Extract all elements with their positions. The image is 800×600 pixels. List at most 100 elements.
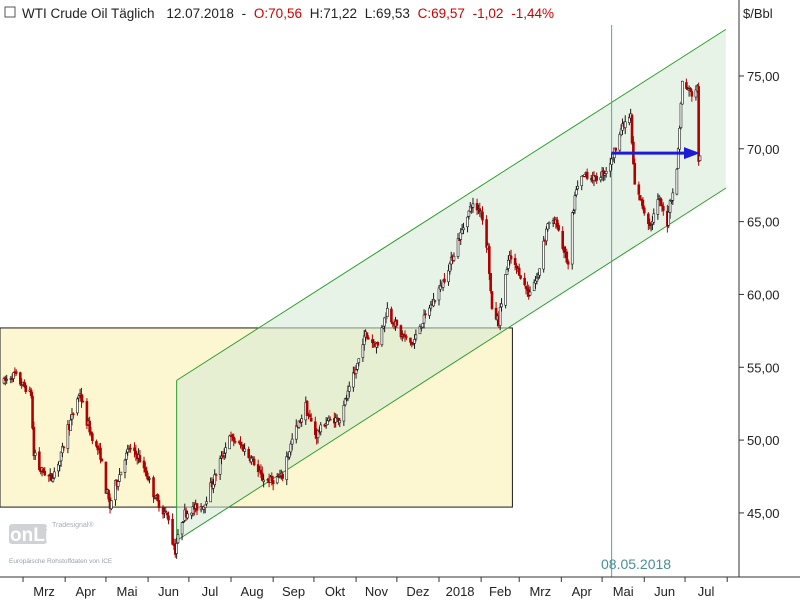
y-tick-label: 50,00: [747, 433, 780, 448]
candle-body: [390, 308, 393, 323]
candle-body: [380, 327, 384, 346]
x-tick-label: Mrz: [33, 584, 55, 599]
candle-body: [145, 470, 149, 477]
candle: [675, 167, 679, 196]
candle: [421, 323, 424, 328]
candle: [422, 309, 426, 329]
candle-body: [326, 420, 329, 425]
candle: [386, 302, 389, 318]
candle-body: [429, 304, 433, 309]
trend-channel-fill: [176, 29, 726, 541]
candle: [32, 421, 36, 460]
candle: [471, 197, 475, 213]
candles-layer: [2, 78, 702, 559]
x-tick-label: Sep: [282, 584, 305, 599]
y-tick-label: 55,00: [747, 360, 780, 375]
candle-body: [289, 443, 293, 453]
candle: [661, 202, 665, 216]
candle: [300, 414, 304, 427]
candle-body: [462, 227, 465, 231]
candle: [164, 507, 168, 513]
candle-body: [209, 482, 212, 503]
candle-body: [675, 168, 679, 195]
x-tick-label: Apr: [572, 584, 593, 599]
candle: [81, 395, 85, 404]
candle: [31, 392, 34, 430]
candle-body: [343, 398, 347, 406]
candle-body: [414, 334, 418, 340]
candle: [685, 78, 688, 90]
candle-body: [165, 512, 169, 516]
candle: [433, 300, 437, 304]
candle-body: [507, 259, 510, 269]
candle: [566, 259, 570, 270]
candle: [545, 226, 548, 246]
candle-body: [660, 204, 664, 207]
candle-body: [466, 216, 469, 228]
candle-body: [100, 458, 104, 462]
candle-body: [99, 447, 102, 460]
candle: [380, 324, 384, 347]
candle-body: [186, 513, 189, 519]
candle: [637, 181, 641, 201]
candle-body: [386, 308, 389, 317]
candle-body: [328, 419, 332, 421]
candle-body: [505, 269, 509, 275]
candle: [437, 285, 441, 306]
candle-body: [203, 504, 207, 509]
tradesignal-watermark: onLine Tradesignal® Europäische Rohstoff…: [9, 521, 113, 565]
candle: [490, 290, 494, 311]
candle-body: [535, 277, 539, 282]
candle-body: [118, 474, 121, 482]
candle: [203, 504, 207, 514]
candle-body: [681, 80, 684, 105]
candle-body: [697, 86, 700, 162]
candle: [638, 195, 642, 201]
candle-body: [542, 240, 545, 270]
candle-body: [214, 474, 218, 476]
candle: [228, 434, 231, 450]
candle-body: [195, 503, 199, 511]
candle: [271, 475, 275, 491]
candle: [390, 306, 393, 325]
candle-body: [557, 225, 560, 231]
candle: [467, 210, 471, 220]
candle-body: [573, 195, 577, 211]
candle: [152, 475, 155, 503]
candle: [690, 88, 694, 102]
candle-body: [38, 451, 41, 470]
candle: [176, 528, 180, 545]
candle-body: [69, 419, 72, 431]
candle-body: [447, 270, 450, 283]
candle-body: [278, 475, 282, 478]
x-tick-label: Okt: [325, 584, 346, 599]
candle-body: [365, 332, 369, 338]
candle-body: [633, 163, 637, 185]
candle: [459, 228, 463, 245]
candle-body: [70, 414, 74, 420]
candle-body: [294, 425, 298, 440]
candle-body: [384, 316, 388, 320]
candle-body: [5, 379, 9, 381]
candle: [679, 101, 683, 130]
candle: [429, 300, 433, 312]
candle: [309, 413, 313, 422]
collapse-box-icon[interactable]: [4, 6, 16, 18]
candle-body: [515, 265, 518, 268]
candle-body: [167, 515, 170, 521]
candle-body: [489, 273, 492, 292]
candle: [52, 467, 56, 480]
candle-body: [459, 232, 463, 240]
candle-body: [456, 238, 460, 257]
candle-body: [357, 358, 361, 364]
candle-body: [570, 212, 574, 265]
candle-body: [371, 339, 374, 343]
candle: [487, 243, 491, 281]
y-tick-label: 75,00: [747, 69, 780, 84]
candle-body: [437, 287, 441, 301]
candle: [354, 364, 358, 379]
candle: [88, 416, 91, 436]
candle: [180, 521, 184, 541]
candle: [205, 496, 208, 507]
candle: [547, 221, 551, 230]
